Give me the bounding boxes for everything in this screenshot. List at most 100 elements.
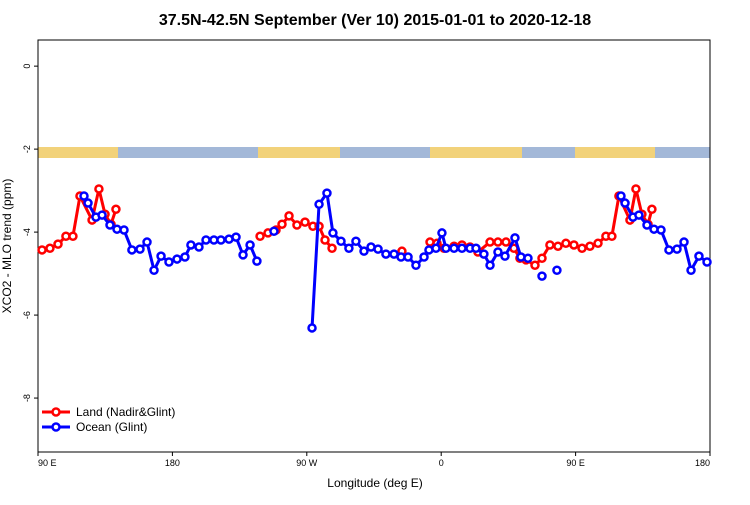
- data-point: [172, 254, 182, 264]
- data-point: [493, 237, 503, 247]
- x-tick-label: 180: [695, 458, 710, 468]
- data-point: [642, 220, 652, 230]
- data-point: [647, 204, 657, 215]
- data-point: [471, 243, 481, 254]
- x-tick-label: 90 E: [38, 458, 57, 468]
- land-strip: [575, 147, 655, 158]
- data-point: [186, 240, 196, 250]
- data-point: [194, 242, 204, 252]
- data-point: [411, 260, 421, 271]
- data-point: [373, 244, 383, 254]
- data-point: [616, 191, 626, 201]
- data-point: [569, 240, 579, 250]
- data-point: [686, 265, 696, 276]
- x-tick-label: 90 W: [296, 458, 318, 468]
- data-point: [201, 235, 211, 245]
- legend-marker: [51, 422, 61, 432]
- data-point: [679, 237, 689, 247]
- x-tick-label: 0: [439, 458, 444, 468]
- data-point: [245, 240, 255, 250]
- data-point: [537, 271, 547, 281]
- data-point: [119, 225, 129, 235]
- data-point: [672, 244, 682, 254]
- data-point: [500, 251, 510, 261]
- data-point: [530, 260, 540, 271]
- data-point: [634, 210, 644, 220]
- data-point: [238, 250, 248, 260]
- data-point: [37, 245, 47, 255]
- data-point: [83, 198, 93, 208]
- data-point: [523, 253, 533, 263]
- data-point: [585, 241, 595, 251]
- y-tick-label: -4: [22, 228, 32, 236]
- data-point: [127, 245, 137, 255]
- data-point: [111, 204, 121, 215]
- data-point: [359, 246, 369, 256]
- data-point: [631, 184, 641, 194]
- data-point: [694, 251, 704, 261]
- data-point: [656, 225, 666, 235]
- data-point: [45, 243, 55, 254]
- data-point: [231, 232, 241, 242]
- data-point: [449, 243, 459, 254]
- data-point: [344, 243, 354, 254]
- data-point: [336, 236, 346, 246]
- data-point: [284, 211, 294, 221]
- data-point: [381, 249, 391, 259]
- data-point: [702, 257, 712, 267]
- data-point: [577, 243, 587, 254]
- legend-label: Land (Nadir&Glint): [76, 405, 175, 419]
- data-point: [403, 252, 413, 262]
- ocean-strip: [38, 147, 710, 158]
- data-point: [441, 243, 451, 254]
- data-point: [607, 231, 617, 241]
- data-point: [493, 247, 503, 257]
- data-point: [620, 198, 630, 208]
- data-point: [431, 243, 441, 254]
- data-point: [485, 260, 495, 271]
- y-tick-label: 0: [22, 64, 32, 69]
- data-point: [292, 220, 302, 230]
- plot-frame: [37, 39, 711, 453]
- data-point: [307, 323, 317, 333]
- data-point: [479, 249, 489, 259]
- data-point: [593, 238, 603, 249]
- data-point: [164, 257, 174, 267]
- data-point: [328, 228, 338, 238]
- chart-title: 37.5N-42.5N September (Ver 10) 2015-01-0…: [159, 12, 591, 29]
- data-point: [552, 265, 562, 276]
- y-tick-label: -8: [22, 394, 32, 402]
- data-point: [149, 265, 159, 276]
- data-point: [269, 226, 279, 237]
- data-point: [664, 245, 674, 255]
- data-point: [351, 236, 361, 246]
- data-point: [216, 235, 226, 245]
- data-point: [68, 231, 78, 241]
- land-strip: [258, 147, 340, 158]
- legend-marker: [51, 407, 61, 417]
- land-strip: [38, 147, 118, 158]
- data-point: [537, 253, 547, 263]
- y-tick-label: -6: [22, 311, 32, 319]
- data-point: [457, 243, 467, 254]
- data-point: [105, 220, 115, 230]
- data-point: [277, 219, 287, 229]
- data-point: [485, 237, 495, 247]
- data-point: [156, 251, 166, 261]
- x-tick-label: 90 E: [566, 458, 585, 468]
- data-point: [545, 240, 555, 250]
- data-point: [255, 231, 265, 241]
- data-point: [501, 237, 511, 247]
- data-point: [561, 238, 571, 249]
- data-point: [322, 188, 332, 198]
- data-point: [180, 252, 190, 262]
- data-point: [97, 210, 107, 220]
- x-tick-label: 180: [165, 458, 180, 468]
- data-point: [553, 241, 563, 251]
- data-point: [142, 237, 152, 247]
- map-strip: [38, 147, 710, 158]
- data-point: [419, 252, 429, 262]
- data-point: [53, 239, 63, 249]
- y-tick-label: -2: [22, 145, 32, 153]
